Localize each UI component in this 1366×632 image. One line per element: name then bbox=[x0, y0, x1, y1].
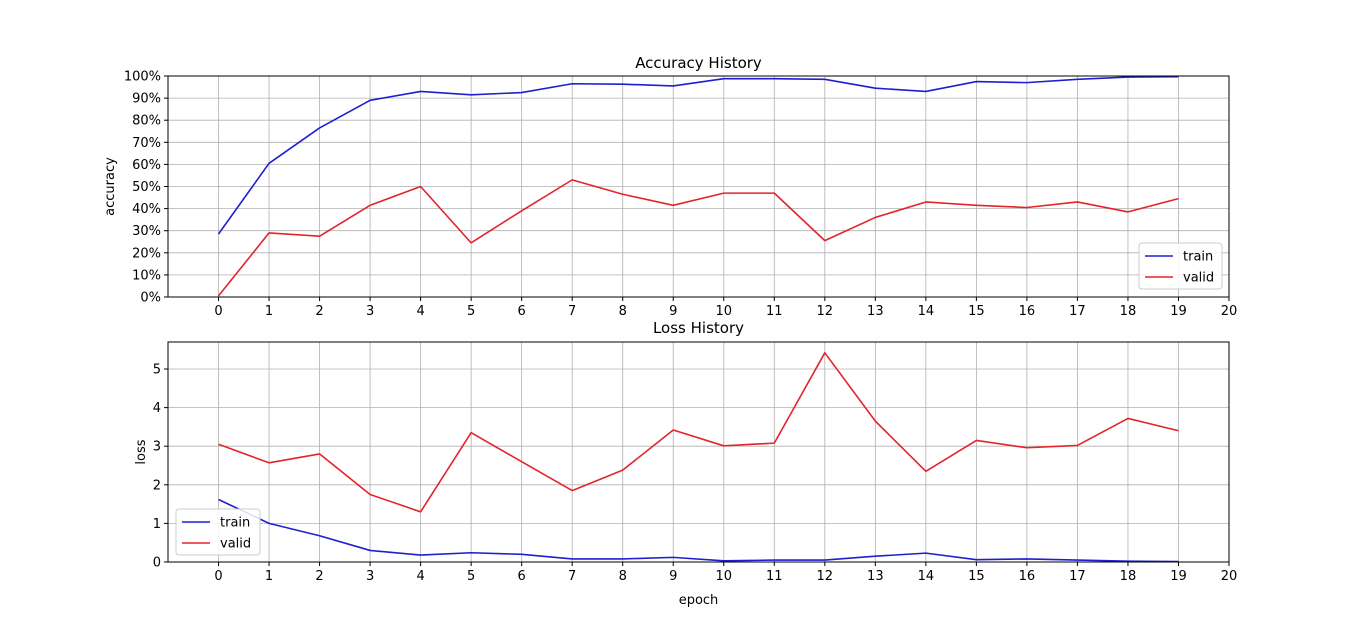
accuracy-x-tick-label: 5 bbox=[467, 304, 475, 319]
loss-x-tick-label: 15 bbox=[968, 569, 985, 584]
accuracy-y-tick-label: 80% bbox=[132, 114, 161, 129]
accuracy-y-tick-label: 100% bbox=[124, 70, 161, 85]
loss-series-line-train bbox=[219, 499, 1179, 561]
loss-legend-label-valid: valid bbox=[220, 537, 251, 552]
accuracy-chart: 0 1 2 3 4 5 6 7 8 9 10 11 12 13 14 15 16 17 18 19 200%10%20%… bbox=[103, 54, 1237, 319]
loss-x-tick-label: 16 bbox=[1019, 569, 1036, 584]
loss-x-tick-label: 5 bbox=[467, 569, 475, 584]
loss-x-tick-label: 7 bbox=[568, 569, 576, 584]
loss-x-tick-label: 14 bbox=[918, 569, 935, 584]
loss-x-tick-label: 19 bbox=[1170, 569, 1187, 584]
accuracy-x-tick-label: 14 bbox=[918, 304, 935, 319]
accuracy-x-tick-label: 4 bbox=[416, 304, 424, 319]
accuracy-chart-title: Accuracy History bbox=[635, 54, 762, 72]
accuracy-y-tick-label: 30% bbox=[132, 224, 161, 239]
loss-x-tick-label: 4 bbox=[416, 569, 424, 584]
accuracy-y-tick-label: 50% bbox=[132, 180, 161, 195]
loss-x-tick-label: 1 bbox=[265, 569, 273, 584]
loss-legend: train valid bbox=[176, 509, 260, 555]
loss-chart-title: Loss History bbox=[653, 319, 744, 337]
accuracy-y-tick-label: 10% bbox=[132, 268, 161, 283]
loss-x-tick-label: 18 bbox=[1120, 569, 1137, 584]
accuracy-legend: train valid bbox=[1139, 243, 1222, 289]
loss-x-tick-label: 10 bbox=[715, 569, 732, 584]
accuracy-x-tick-label: 1 bbox=[265, 304, 273, 319]
accuracy-x-tick-label: 16 bbox=[1019, 304, 1036, 319]
accuracy-x-tick-label: 17 bbox=[1069, 304, 1086, 319]
accuracy-legend-label-valid: valid bbox=[1183, 271, 1214, 286]
loss-x-tick-label: 20 bbox=[1221, 569, 1238, 584]
accuracy-x-tick-label: 3 bbox=[366, 304, 374, 319]
accuracy-y-tick-label: 60% bbox=[132, 158, 161, 173]
loss-legend-label-train: train bbox=[220, 516, 250, 531]
loss-x-tick-label: 2 bbox=[315, 569, 323, 584]
accuracy-x-tick-label: 19 bbox=[1170, 304, 1187, 319]
accuracy-x-tick-label: 8 bbox=[619, 304, 627, 319]
loss-x-tick-label: 3 bbox=[366, 569, 374, 584]
accuracy-x-tick-label: 13 bbox=[867, 304, 884, 319]
loss-y-tick-label: 5 bbox=[153, 363, 161, 378]
accuracy-y-tick-label: 20% bbox=[132, 246, 161, 261]
accuracy-x-tick-label: 10 bbox=[715, 304, 732, 319]
accuracy-x-tick-label: 0 bbox=[214, 304, 222, 319]
loss-x-tick-label: 13 bbox=[867, 569, 884, 584]
accuracy-y-tick-label: 90% bbox=[132, 92, 161, 107]
loss-series-line-valid bbox=[219, 353, 1179, 512]
accuracy-x-tick-label: 7 bbox=[568, 304, 576, 319]
loss-x-tick-label: 11 bbox=[766, 569, 783, 584]
accuracy-x-tick-label: 11 bbox=[766, 304, 783, 319]
accuracy-x-tick-label: 15 bbox=[968, 304, 985, 319]
accuracy-series-line-valid bbox=[219, 180, 1179, 296]
loss-x-tick-label: 12 bbox=[817, 569, 834, 584]
accuracy-legend-label-train: train bbox=[1183, 250, 1213, 265]
accuracy-x-tick-label: 2 bbox=[315, 304, 323, 319]
loss-x-tick-label: 0 bbox=[214, 569, 222, 584]
loss-x-tick-label: 6 bbox=[518, 569, 526, 584]
accuracy-y-tick-label: 40% bbox=[132, 202, 161, 217]
loss-y-tick-label: 0 bbox=[153, 556, 161, 571]
accuracy-x-tick-label: 12 bbox=[817, 304, 834, 319]
loss-y-tick-label: 4 bbox=[153, 401, 161, 416]
loss-y-tick-label: 1 bbox=[153, 517, 161, 532]
accuracy-x-tick-label: 20 bbox=[1221, 304, 1238, 319]
accuracy-y-axis-label: accuracy bbox=[103, 157, 118, 216]
loss-x-tick-label: 8 bbox=[619, 569, 627, 584]
loss-x-axis-label: epoch bbox=[679, 593, 719, 608]
loss-chart: 0 1 2 3 4 5 6 7 8 9 10 11 12 13 14 15 16 17 18 19 20012345Lo… bbox=[134, 319, 1237, 608]
accuracy-y-tick-label: 70% bbox=[132, 136, 161, 151]
loss-y-axis-label: loss bbox=[134, 439, 149, 464]
loss-x-tick-label: 9 bbox=[669, 569, 677, 584]
accuracy-y-tick-label: 0% bbox=[140, 291, 161, 306]
loss-y-tick-label: 3 bbox=[153, 440, 161, 455]
accuracy-x-tick-label: 9 bbox=[669, 304, 677, 319]
loss-axes-frame bbox=[168, 342, 1229, 562]
loss-y-tick-label: 2 bbox=[153, 478, 161, 493]
accuracy-x-tick-label: 6 bbox=[518, 304, 526, 319]
accuracy-x-tick-label: 18 bbox=[1120, 304, 1137, 319]
loss-x-tick-label: 17 bbox=[1069, 569, 1086, 584]
